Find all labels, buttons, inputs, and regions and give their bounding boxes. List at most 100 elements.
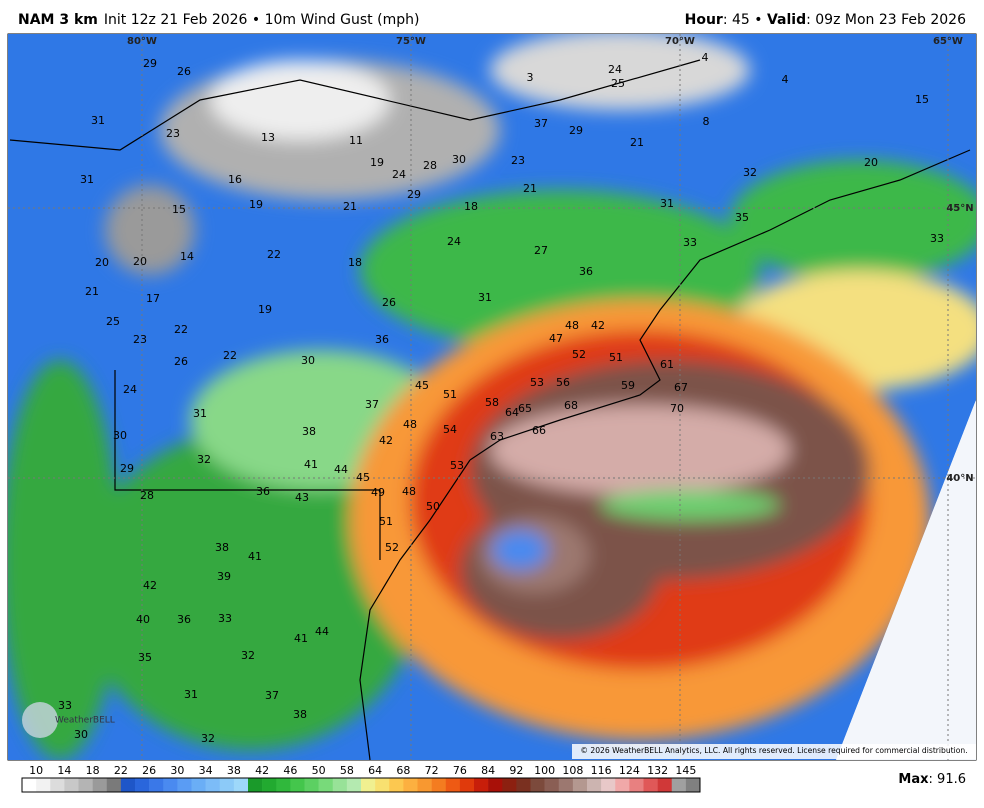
station-value: 44 (334, 463, 348, 476)
colorbar-swatch (149, 778, 164, 792)
lon-label: 70°W (665, 36, 695, 47)
colorbar-swatch (417, 778, 432, 792)
station-value: 35 (138, 651, 152, 664)
station-value: 19 (370, 156, 384, 169)
colorbar-swatch (64, 778, 79, 792)
station-value: 53 (530, 376, 544, 389)
station-value: 47 (549, 332, 563, 345)
colorbar-label: 100 (534, 764, 555, 777)
station-value: 30 (113, 429, 127, 442)
colorbar-swatch (120, 778, 136, 792)
colorbar-label: 76 (453, 764, 467, 777)
station-value: 54 (443, 423, 457, 436)
station-value: 52 (385, 541, 399, 554)
lon-label: 80°W (127, 36, 157, 47)
copyright: © 2026 WeatherBELL Analytics, LLC. All r… (580, 746, 967, 755)
station-value: 3 (527, 71, 534, 84)
station-value: 42 (143, 579, 157, 592)
colorbar-swatch (629, 778, 644, 792)
station-value: 65 (518, 402, 532, 415)
no-data (836, 400, 976, 760)
colorbar-swatch (601, 778, 616, 792)
station-value: 31 (660, 197, 674, 210)
colorbar-border (21, 777, 701, 793)
colorbar-label: 132 (647, 764, 668, 777)
colorbar-label: 58 (340, 764, 354, 777)
station-value: 28 (423, 159, 437, 172)
station-value: 19 (249, 198, 263, 211)
station-value: 24 (392, 168, 406, 181)
max: Max: 91.6 (898, 772, 966, 787)
station-value: 20 (95, 256, 109, 269)
graticule (8, 34, 976, 760)
station-value: 8 (703, 115, 710, 128)
colorbar-swatch (544, 778, 560, 792)
colorbar-label: 68 (396, 764, 410, 777)
colorbar-swatch (163, 778, 178, 792)
station-value: 36 (177, 613, 191, 626)
colorbar-label: 50 (312, 764, 326, 777)
station-value: 15 (915, 93, 929, 106)
lon-label: 75°W (396, 36, 426, 47)
valid: : 09z Mon 23 Feb 2026 (806, 12, 966, 28)
station-value: 20 (133, 255, 147, 268)
station-value: 28 (140, 489, 154, 502)
station-value: 48 (402, 485, 416, 498)
station-value: 18 (464, 200, 478, 213)
station-value: 31 (80, 173, 94, 186)
station-value: 38 (302, 425, 316, 438)
station-value: 35 (735, 211, 749, 224)
colorbar-swatch (78, 778, 93, 792)
station-value: 26 (382, 296, 396, 309)
colorbar-swatch (403, 778, 418, 792)
header-right: Hour: 45 • Valid: 09z Mon 23 Feb 2026 (685, 12, 966, 28)
colorbar-swatch (248, 778, 263, 792)
colorbar-swatch (587, 778, 602, 792)
station-value: 15 (172, 203, 186, 216)
station-value: 22 (223, 349, 237, 362)
station-value: 31 (184, 688, 198, 701)
colorbar-swatch (135, 778, 150, 792)
colorbar-swatch (304, 778, 319, 792)
station-value: 33 (683, 236, 697, 249)
colorbar-label: 10 (29, 764, 43, 777)
station-value: 53 (450, 459, 464, 472)
station-value: 26 (174, 355, 188, 368)
station-value: 63 (490, 430, 504, 443)
colorbar-label: 108 (562, 764, 583, 777)
station-value: 39 (217, 570, 231, 583)
station-value: 41 (304, 458, 318, 471)
station-value: 31 (91, 114, 105, 127)
station-value: 38 (215, 541, 229, 554)
station-value: 27 (534, 244, 548, 257)
colorbar-swatch (92, 778, 108, 792)
colorbar-swatch (262, 778, 277, 792)
station-value: 61 (660, 358, 674, 371)
colorbar-swatch (361, 778, 376, 792)
station-value: 36 (579, 265, 593, 278)
station-value: 56 (556, 376, 570, 389)
map-field (8, 34, 976, 760)
station-value: 43 (295, 491, 309, 504)
colorbar-swatch (643, 778, 658, 792)
station-value: 41 (294, 632, 308, 645)
station-value: 29 (143, 57, 157, 70)
hour-label: Hour (685, 12, 723, 28)
colorbar: 10 14 18 22 26 30 34 38 42 46 50 58 64 68 72 76 84 92 100 1… (21, 764, 701, 793)
colorbar-swatch (106, 778, 122, 792)
lat-label: 40°N (946, 473, 973, 484)
colorbar-label: 26 (142, 764, 156, 777)
colorbar-swatch (459, 778, 475, 792)
max-value: : 91.6 (929, 772, 966, 787)
station-value: 59 (621, 379, 635, 392)
colorbar-swatch (205, 778, 221, 792)
station-value: 4 (782, 73, 789, 86)
colorbar-swatch (671, 778, 687, 792)
colorbar-swatch (290, 778, 305, 792)
station-value: 41 (248, 550, 262, 563)
station-value: 20 (864, 156, 878, 169)
station-value: 31 (478, 291, 492, 304)
header-left: NAM 3 km Init 12z 21 Feb 2026 • 10m Wind … (18, 12, 419, 28)
model: NAM 3 km (18, 12, 98, 28)
colorbar-label: 30 (170, 764, 184, 777)
